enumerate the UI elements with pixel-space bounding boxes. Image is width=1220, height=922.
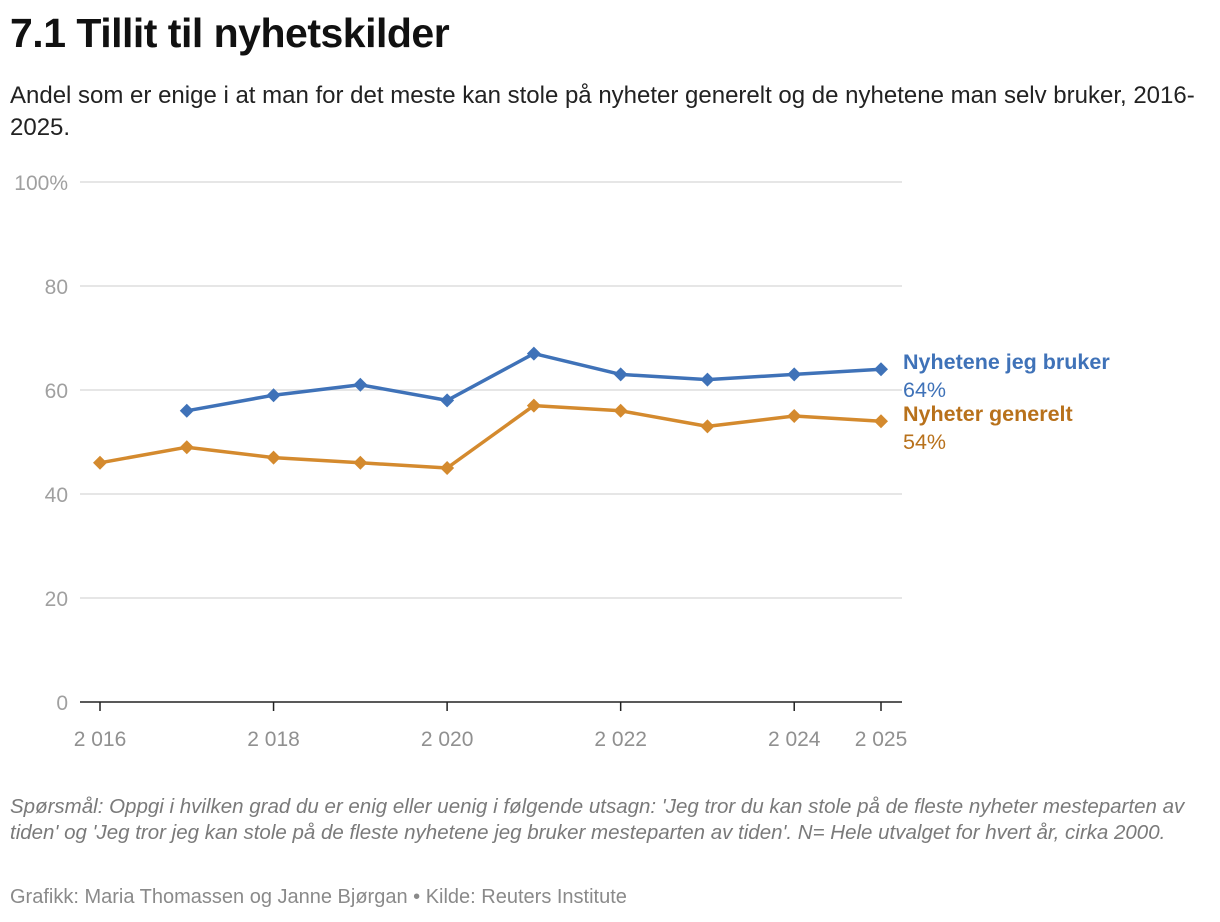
data-point: [874, 362, 888, 377]
x-tick-label: 2 025: [855, 728, 908, 751]
series-line-nyheter-generelt: [98, 403, 883, 470]
x-tick-label: 2 022: [594, 728, 647, 751]
data-point: [526, 398, 541, 413]
data-point: [179, 403, 194, 418]
data-point: [787, 367, 802, 382]
data-point: [179, 440, 194, 455]
data-point: [93, 455, 107, 470]
data-point: [874, 414, 888, 429]
x-tick-label: 2 020: [421, 728, 474, 751]
data-point: [440, 393, 455, 408]
x-tick-label: 2 024: [768, 728, 821, 751]
y-tick-label: 100%: [14, 172, 68, 195]
y-tick-label: 0: [56, 692, 68, 715]
data-point: [266, 388, 281, 403]
series-end-value: 64%: [903, 378, 946, 402]
data-point: [787, 409, 802, 423]
data-point: [700, 372, 715, 387]
data-point: [526, 346, 541, 361]
y-tick-label: 40: [45, 484, 68, 507]
series-label-nyheter-generelt: Nyheter generelt: [903, 402, 1073, 426]
line-chart: 0 20 40 60 80 100% 2 016 2 018 2 020 2 022 2 024 2 …: [14, 172, 1110, 751]
footnote: Spørsmål: Oppgi i hvilken grad du er eni…: [10, 795, 1185, 844]
data-point: [353, 377, 368, 392]
y-tick-label: 60: [45, 380, 68, 403]
credits: Grafikk: Maria Thomassen og Janne Bjørga…: [10, 886, 627, 908]
y-tick-label: 80: [45, 276, 68, 299]
series-label-nyhetene-jeg-bruker: Nyhetene jeg bruker: [903, 350, 1110, 374]
chart-title: 7.1 Tillit til nyhetskilder: [10, 10, 450, 56]
series-end-value: 54%: [903, 430, 946, 454]
data-point: [613, 367, 628, 382]
data-point: [613, 403, 628, 418]
data-point: [266, 450, 281, 465]
data-point: [353, 455, 368, 470]
data-point: [700, 419, 715, 434]
chart-subtitle: Andel som er enige i at man for det mest…: [10, 82, 1195, 141]
x-tick-label: 2 016: [74, 728, 127, 751]
x-tick-label: 2 018: [247, 728, 300, 751]
y-tick-label: 20: [45, 588, 68, 611]
data-point: [440, 461, 455, 475]
